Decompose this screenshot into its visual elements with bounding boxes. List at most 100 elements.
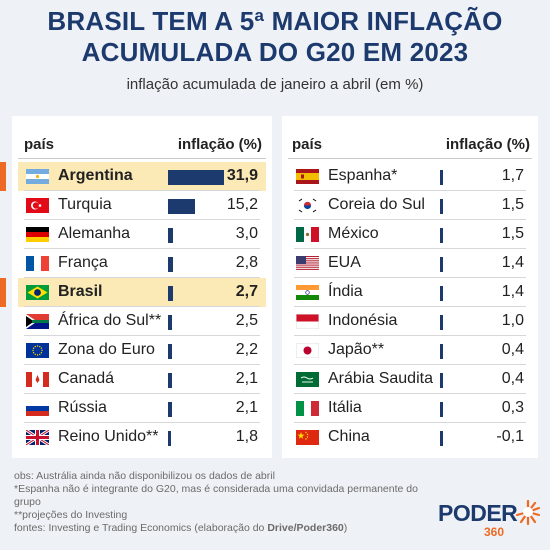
value-label: 1,5 [501, 225, 524, 242]
value-label: -0,1 [496, 428, 524, 445]
row-divider [294, 248, 526, 249]
row-divider [294, 393, 526, 394]
table-row: México 1,5 [288, 220, 532, 249]
value-label: 2,7 [235, 283, 258, 300]
country-label: Indonésia [328, 312, 398, 329]
table-row: Canadá 2,1 [18, 365, 266, 394]
value-bar [440, 373, 443, 388]
value-bar [168, 373, 172, 388]
header-value: inflação (%) [445, 136, 530, 153]
country-label: Canadá [58, 370, 115, 387]
value-label: 1,8 [235, 428, 258, 445]
note-sources: fontes: Investing e Trading Economics (e… [14, 522, 434, 535]
value-label: 2,5 [235, 312, 258, 329]
saudi-arabia-flag-icon [296, 372, 319, 387]
country-label: Zona do Euro [58, 341, 155, 358]
indonesia-flag-icon [296, 314, 319, 329]
table-row: Arábia Saudita 0,4 [288, 365, 532, 394]
value-label: 0,4 [501, 370, 524, 387]
header-divider [288, 158, 532, 159]
table-row: Turquia 15,2 [18, 191, 266, 220]
india-flag-icon [296, 285, 319, 300]
value-bar [440, 315, 443, 330]
table-row: Espanha* 1,7 [288, 162, 532, 191]
table-left: país inflação (%) Argentina 31,9 Turquia 15… [0, 116, 272, 458]
table-row: Itália 0,3 [288, 394, 532, 423]
russia-flag-icon [26, 401, 49, 416]
country-label: Coreia do Sul [328, 196, 425, 213]
value-bar [440, 257, 443, 272]
value-bar [168, 170, 224, 185]
brazil-flag-icon [26, 285, 49, 300]
uk-flag-icon [26, 430, 49, 445]
country-label: Índia [328, 283, 363, 300]
country-label: Rússia [58, 399, 107, 416]
table-row: China -0,1 [288, 423, 532, 452]
country-label: Alemanha [58, 225, 131, 242]
france-flag-icon [26, 256, 49, 271]
value-label: 1,4 [501, 254, 524, 271]
value-bar [440, 228, 443, 243]
country-label: África do Sul** [58, 312, 162, 329]
row-divider [24, 190, 260, 191]
row-divider [294, 364, 526, 365]
footnotes: obs: Austrália ainda não disponibilizou … [14, 470, 434, 535]
country-label: Japão** [328, 341, 385, 358]
row-divider [294, 335, 526, 336]
mexico-flag-icon [296, 227, 319, 242]
value-label: 1,7 [501, 167, 524, 184]
value-bar [440, 170, 443, 185]
value-label: 1,4 [501, 283, 524, 300]
value-bar [440, 199, 443, 214]
row-divider [24, 306, 260, 307]
table-row: Rússia 2,1 [18, 394, 266, 423]
value-bar [168, 228, 174, 243]
value-label: 2,1 [235, 370, 258, 387]
country-label: Brasil [58, 283, 103, 300]
title-line-1: BRASIL TEM A 5ª MAIOR INFLAÇÃO [47, 6, 503, 36]
logo-word: PODER [438, 500, 518, 526]
table-row: Brasil 2,7 [0, 278, 266, 307]
value-bar [168, 199, 195, 214]
south-africa-flag-icon [26, 314, 49, 329]
country-label: Argentina [58, 167, 133, 184]
sources-prefix: fontes: Investing e Trading Economics (e… [14, 522, 268, 534]
sources-suffix: ) [343, 522, 348, 534]
argentina-flag-icon [26, 169, 49, 184]
table-right: país inflação (%) Espanha* 1,7 Coreia do S… [282, 116, 538, 458]
note-projections: **projeções do Investing [14, 509, 128, 521]
country-label: Itália [328, 399, 362, 416]
table-row: França 2,8 [18, 249, 266, 278]
spain-flag-icon [296, 169, 319, 184]
row-divider [24, 393, 260, 394]
row-divider [24, 277, 260, 278]
eu-flag-icon [26, 343, 49, 358]
value-bar [168, 286, 173, 301]
table-row: Zona do Euro 2,2 [18, 336, 266, 365]
header-divider [18, 158, 266, 159]
country-label: México [328, 225, 379, 242]
value-label: 3,0 [235, 225, 258, 242]
value-bar [440, 431, 443, 446]
row-divider [294, 219, 526, 220]
table-row: Reino Unido** 1,8 [18, 423, 266, 452]
table-row: EUA 1,4 [288, 249, 532, 278]
germany-flag-icon [26, 227, 49, 242]
sources-author: Drive/Poder360 [267, 522, 344, 534]
value-label: 0,3 [501, 399, 524, 416]
table-row: Alemanha 3,0 [18, 220, 266, 249]
value-bar [168, 431, 172, 446]
value-label: 15,2 [226, 196, 258, 213]
value-bar [168, 315, 173, 330]
value-label: 0,4 [501, 341, 524, 358]
country-label: Espanha* [328, 167, 398, 184]
country-label: EUA [328, 254, 361, 271]
note-spain: *Espanha não é integrante do G20, mas é … [14, 483, 418, 508]
value-label: 2,1 [235, 399, 258, 416]
table-row: Japão** 0,4 [288, 336, 532, 365]
header-country: país [292, 136, 323, 153]
sun-rays-icon [515, 499, 541, 526]
value-label: 1,0 [501, 312, 524, 329]
highlight-marker [0, 162, 6, 191]
value-label: 31,9 [226, 167, 258, 184]
